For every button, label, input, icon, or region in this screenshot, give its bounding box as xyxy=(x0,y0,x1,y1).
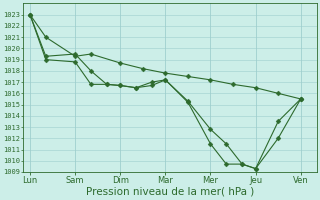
X-axis label: Pression niveau de la mer( hPa ): Pression niveau de la mer( hPa ) xyxy=(86,187,254,197)
